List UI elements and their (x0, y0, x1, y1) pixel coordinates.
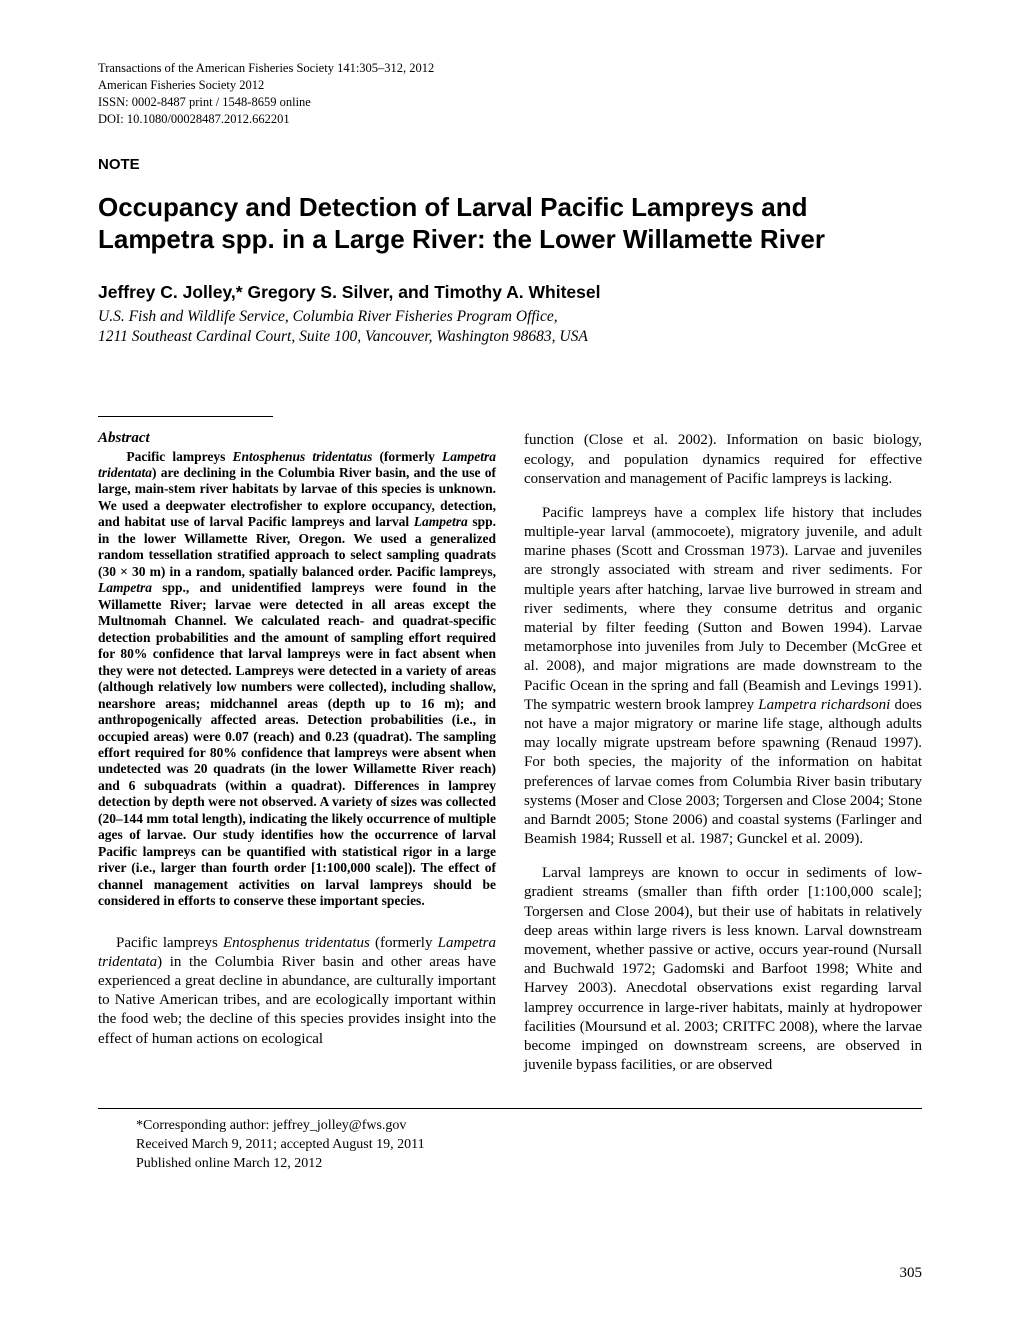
journal-society: American Fisheries Society 2012 (98, 78, 264, 92)
journal-citation: Transactions of the American Fisheries S… (98, 61, 434, 75)
abstract-text: Pacific lampreys Entosphenus tridentatus… (98, 449, 496, 910)
page-number: 305 (900, 1265, 923, 1282)
footnote-rule (98, 1108, 922, 1109)
intro-paragraph: Pacific lampreys Entosphenus tridentatus… (98, 934, 496, 1049)
author-affiliation: U.S. Fish and Wildlife Service, Columbia… (98, 307, 922, 349)
col2-continuation: function (Close et al. 2002). Informatio… (524, 431, 922, 489)
journal-header: Transactions of the American Fisheries S… (98, 60, 922, 128)
col2-paragraph-3: Larval lampreys are known to occur in se… (524, 864, 922, 1075)
article-type-label: NOTE (98, 156, 922, 173)
abstract-rule (98, 416, 273, 417)
received-accepted-dates: Received March 9, 2011; accepted August … (136, 1137, 425, 1152)
left-column: Abstract Pacific lampreys Entosphenus tr… (98, 416, 496, 1090)
authors-list: Jeffrey C. Jolley,* Gregory S. Silver, a… (98, 282, 922, 303)
published-date: Published online March 12, 2012 (136, 1156, 322, 1171)
col2-paragraph-2: Pacific lampreys have a complex life his… (524, 504, 922, 849)
journal-doi: DOI: 10.1080/00028487.2012.662201 (98, 112, 290, 126)
journal-issn: ISSN: 0002-8487 print / 1548-8659 online (98, 95, 311, 109)
two-column-body: Abstract Pacific lampreys Entosphenus tr… (98, 416, 922, 1090)
right-column: function (Close et al. 2002). Informatio… (524, 416, 922, 1090)
corresponding-author: *Corresponding author: jeffrey_jolley@fw… (136, 1118, 406, 1133)
footnotes: *Corresponding author: jeffrey_jolley@fw… (98, 1117, 922, 1174)
article-title: Occupancy and Detection of Larval Pacifi… (98, 191, 922, 256)
abstract-heading: Abstract (98, 429, 496, 448)
